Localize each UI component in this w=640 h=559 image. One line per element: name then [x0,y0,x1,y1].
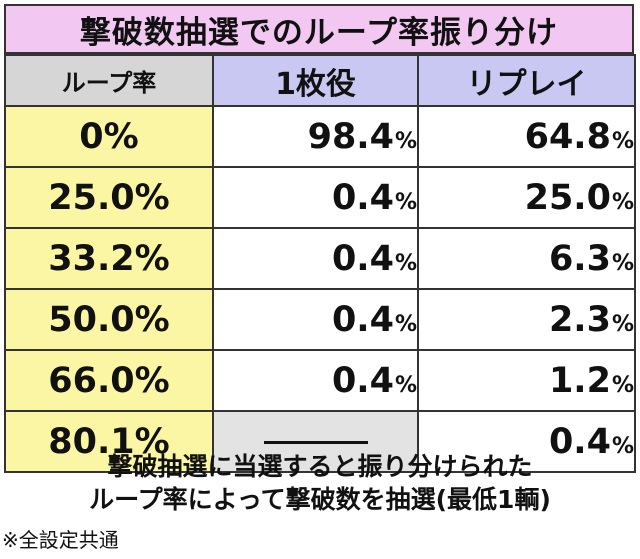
one-mai-value: 98.4 [307,116,394,157]
one-mai-unit: % [394,189,417,215]
table-row: 0% 98.4% 64.8% [4,105,636,168]
one-mai-unit: % [394,128,417,154]
replay-cell: 1.2% [417,349,636,412]
table-row: 50.0% 0.4% 2.3% [4,288,636,351]
caption-line-1: 撃破抽選に当選すると振り分けられた [107,452,533,481]
one-mai-unit: % [394,311,417,337]
caption-line-2: ループ率によって撃破数を抽選(最低1輌) [89,485,551,514]
replay-value: 64.8 [524,116,611,157]
header-loop-rate: ループ率 [4,54,214,107]
replay-value: 1.2 [548,360,611,401]
replay-cell: 0.4% [417,410,636,473]
replay-cell: 6.3% [417,227,636,290]
one-mai-value: 0.4 [331,299,394,340]
replay-unit: % [611,189,634,215]
one-mai-value: 0.4 [331,177,394,218]
replay-value: 0.4 [548,421,611,462]
replay-value: 6.3 [548,238,611,279]
replay-cell: 64.8% [417,105,636,168]
one-mai-cell: 0.4% [212,288,419,351]
one-mai-unit: % [394,250,417,276]
table-row: 33.2% 0.4% 6.3% [4,227,636,290]
one-mai-cell: 0.4% [212,227,419,290]
replay-cell: 2.3% [417,288,636,351]
one-mai-cell: 0.4% [212,166,419,229]
table-header-row: ループ率 1枚役 リプレイ [4,54,636,107]
one-mai-unit: % [394,372,417,398]
replay-unit: % [611,372,634,398]
one-mai-value: 0.4 [331,238,394,279]
rate-cell: 0% [4,105,214,168]
replay-cell: 25.0% [417,166,636,229]
replay-unit: % [611,433,634,459]
rate-cell: 66.0% [4,349,214,412]
rate-cell: 80.1% [4,410,214,473]
one-mai-cell: 0.4% [212,349,419,412]
loop-rate-table: ループ率 1枚役 リプレイ 0% 98.4% 64.8% 25.0% 0.4% … [4,54,636,473]
replay-unit: % [611,128,634,154]
header-replay: リプレイ [417,54,636,107]
rate-cell: 25.0% [4,166,214,229]
replay-value: 25.0 [524,177,611,218]
header-one-mai: 1枚役 [212,54,419,107]
rate-cell: 33.2% [4,227,214,290]
replay-value: 2.3 [548,299,611,340]
footnote: ※全設定共通 [2,528,119,552]
one-mai-cell: 98.4% [212,105,419,168]
one-mai-value: 0.4 [331,360,394,401]
replay-unit: % [611,311,634,337]
table-row: 25.0% 0.4% 25.0% [4,166,636,229]
table-row: 66.0% 0.4% 1.2% [4,349,636,412]
table-title: 撃破数抽選でのループ率振り分け [4,4,634,54]
rate-cell: 50.0% [4,288,214,351]
replay-unit: % [611,250,634,276]
dash-line [263,441,368,444]
table-row: 80.1% 0.4% [4,410,636,473]
one-mai-empty-cell [212,410,419,473]
